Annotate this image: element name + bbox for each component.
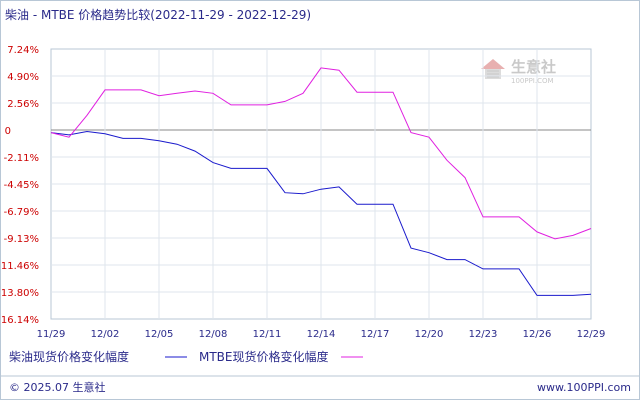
y-tick-label: -9.13% bbox=[4, 234, 39, 245]
footer-copyright: © 2025.07 生意社 bbox=[9, 380, 105, 394]
grid bbox=[50, 48, 592, 320]
series-line-diesel bbox=[50, 130, 592, 296]
x-tick-label: 12/20 bbox=[415, 329, 444, 340]
x-tick-label: 12/29 bbox=[577, 329, 606, 340]
x-tick-label: 12/17 bbox=[361, 329, 390, 340]
y-tick-label: 7.24% bbox=[7, 45, 39, 56]
x-tick-label: 12/23 bbox=[469, 329, 498, 340]
watermark-text: 生意社 bbox=[511, 58, 556, 76]
y-axis-labels: 7.24% 4.90% 2.56% 0 -2.11% -4.45% -6.79% -9.13%… bbox=[1, 45, 39, 326]
legend-label-mtbe: MTBE现货价格变化幅度 bbox=[199, 349, 329, 364]
y-tick-label: -16.14% bbox=[1, 315, 39, 326]
x-axis-labels: 11/29 12/02 12/05 12/08 12/11 12/14 12/17 12/20… bbox=[37, 329, 606, 340]
y-tick-label: 2.56% bbox=[7, 99, 39, 110]
x-tick-label: 12/11 bbox=[253, 329, 282, 340]
y-tick-label: -2.11% bbox=[4, 153, 39, 164]
x-tick-label: 12/14 bbox=[307, 329, 336, 340]
y-tick-label: -13.80% bbox=[1, 288, 39, 299]
watermark-url: 100PPI.COM bbox=[511, 77, 554, 85]
x-tick-label: 12/02 bbox=[91, 329, 120, 340]
x-tick-label: 12/26 bbox=[523, 329, 552, 340]
y-tick-label: -11.46% bbox=[1, 261, 39, 272]
x-tick-label: 12/08 bbox=[199, 329, 228, 340]
footer-url: www.100PPI.com bbox=[537, 381, 631, 394]
x-tick-label: 12/05 bbox=[145, 329, 174, 340]
y-tick-label: 0 bbox=[5, 126, 11, 137]
series-line-mtbe bbox=[50, 67, 592, 240]
y-tick-label: -6.79% bbox=[4, 207, 39, 218]
x-tick-label: 11/29 bbox=[37, 329, 66, 340]
watermark-logo: 生意社 100PPI.COM bbox=[481, 58, 556, 85]
chart-title: 柴油 - MTBE 价格趋势比较(2022-11-29 - 2022-12-29… bbox=[5, 7, 311, 22]
y-tick-label: -4.45% bbox=[4, 180, 39, 191]
y-tick-label: 4.90% bbox=[7, 72, 39, 83]
legend: 柴油现货价格变化幅度 MTBE现货价格变化幅度 bbox=[9, 349, 363, 364]
series-lines bbox=[50, 67, 592, 296]
house-icon bbox=[481, 59, 505, 79]
legend-label-diesel: 柴油现货价格变化幅度 bbox=[9, 349, 129, 364]
